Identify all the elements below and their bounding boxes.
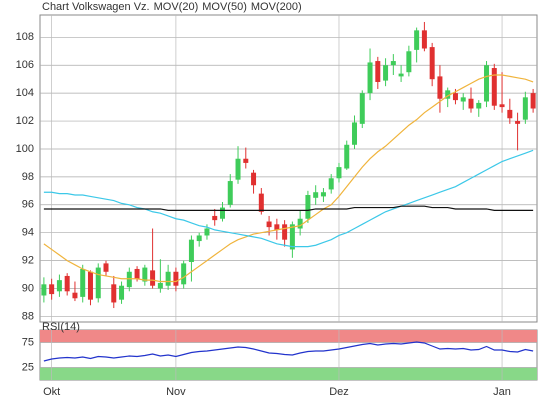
candle-body [383,65,389,81]
candle-body [530,93,536,109]
candle-body [437,76,443,99]
x-tick-label: Dez [329,386,349,398]
candle-body [406,51,412,73]
y-tick-label: 102 [16,115,34,127]
candle-body [390,61,396,66]
candle-body [204,228,210,236]
moving-average [43,149,534,248]
candle-body [188,239,194,262]
candle-body [142,267,148,282]
candle-body [80,268,86,297]
candle-body [445,90,451,99]
moving-average [43,205,534,211]
candle-body [243,158,249,163]
y-tick-label: 90 [22,282,34,294]
candle-body [119,285,125,300]
candle-body [421,30,427,49]
moving-average [43,74,534,283]
candle-body [212,215,218,221]
candle-body [165,271,171,286]
y-tick-label: 25 [22,361,34,373]
x-tick-label: Nov [166,386,186,398]
candle-body [157,282,163,289]
candle-body [313,192,319,198]
candle-body [103,263,109,272]
candle-body [282,224,288,240]
candle-body [111,284,117,303]
y-tick-label: 92 [22,255,34,267]
candle-body [484,65,490,102]
candle-body [476,102,482,109]
candle-body [359,93,365,124]
candle-body [56,280,62,292]
y-tick-label: 108 [16,31,34,43]
y-tick-label: 100 [16,143,34,155]
candle-body [398,73,404,77]
candle-body [258,193,264,212]
legend-entry: MOV(200) [251,1,302,13]
candle-body [235,158,241,180]
candle-body [173,271,179,286]
candle-body [41,284,47,296]
candle-body [64,275,70,292]
candle-body [72,292,78,299]
candle-body [227,181,233,205]
candle-body [196,235,202,242]
candle-body [344,144,350,169]
candle-body [429,47,435,80]
candle-body [320,192,326,197]
candle-body [95,267,101,299]
legend-entry: Chart Volkswagen Vz. [42,1,150,13]
y-tick-label: 104 [16,87,34,99]
candle-body [150,270,156,286]
candle-body [126,271,132,288]
candle-body [134,268,140,279]
candle-body [328,178,334,190]
candle-body [274,224,280,230]
candle-body [336,167,342,179]
candle-body [289,224,295,250]
candle-body [507,109,513,119]
candle-body [251,172,257,186]
candle-body [515,121,521,124]
x-tick-label: Okt [43,386,60,398]
candle-body [367,62,373,94]
candle-body [219,207,225,219]
y-tick-label: 88 [22,310,34,322]
candle-body [266,221,272,228]
legend-entry: MOV(20) [154,1,199,13]
rsi-line [43,341,534,362]
rsi-title: RSI(14) [42,321,80,333]
candle-body [375,61,381,82]
candle-body [87,271,93,300]
rsi-band [40,330,537,343]
candle-body [468,98,474,109]
y-tick-label: 75 [22,336,34,348]
candle-body [181,263,187,285]
rsi-band [40,367,537,380]
legend-entry: MOV(50) [202,1,247,13]
candle-body [499,104,505,108]
price-panel [39,14,538,323]
candle-body [297,218,303,229]
candle-body [414,30,420,50]
candle-body [305,195,311,219]
x-tick-label: Jan [493,386,511,398]
y-tick-label: 96 [22,199,34,211]
y-tick-label: 106 [16,59,34,71]
candle-body [522,97,528,120]
candle-body [49,284,55,295]
y-tick-label: 94 [22,227,34,239]
y-tick-label: 98 [22,171,34,183]
candle-body [352,122,358,145]
candle-body [452,93,458,101]
candle-body [491,68,497,106]
candle-body [460,97,466,102]
